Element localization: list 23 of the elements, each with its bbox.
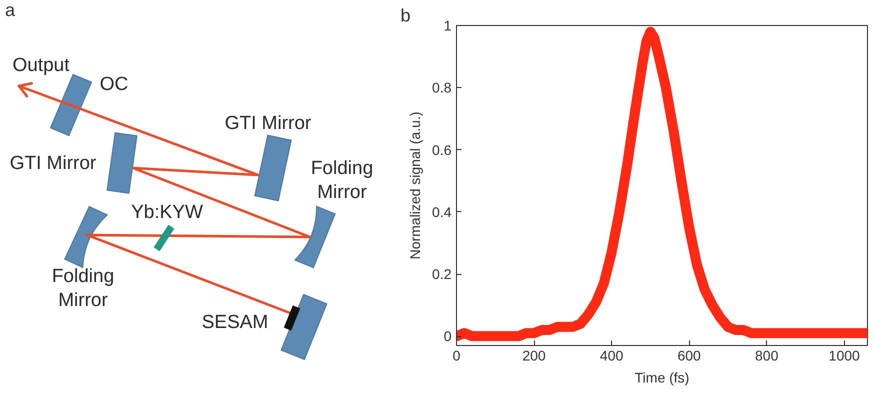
y-tick-label: 0.2 [432,266,452,282]
x-tick-label: 600 [677,348,702,364]
chart-title: b [400,6,411,26]
text: GTI Mirror [10,152,97,174]
x-tick-label: 800 [755,348,779,364]
text: Folding Mirror [310,158,374,202]
y-tick-label: 0.4 [432,204,452,220]
y-tick-label: 0.6 [432,142,452,158]
x-axis-title: Time (fs) [634,370,690,386]
y-tick-label: 0 [444,328,452,344]
y-tick-label: 0.8 [432,80,452,96]
y-axis-title: Normalized signal (a.u.) [407,112,424,260]
text: Output [12,54,70,76]
text: OC [100,74,128,94]
text: Folding Mirror [52,266,114,310]
text: Yb:KYW [131,202,203,222]
text: GTI Mirror [224,112,312,134]
x-tick-label: 1000 [828,348,860,364]
y-tick-label: 1 [444,18,452,34]
x-tick-label: 400 [600,348,624,364]
x-tick-label: 200 [522,348,546,364]
text: a [5,0,16,20]
text: SESAM [202,312,268,332]
